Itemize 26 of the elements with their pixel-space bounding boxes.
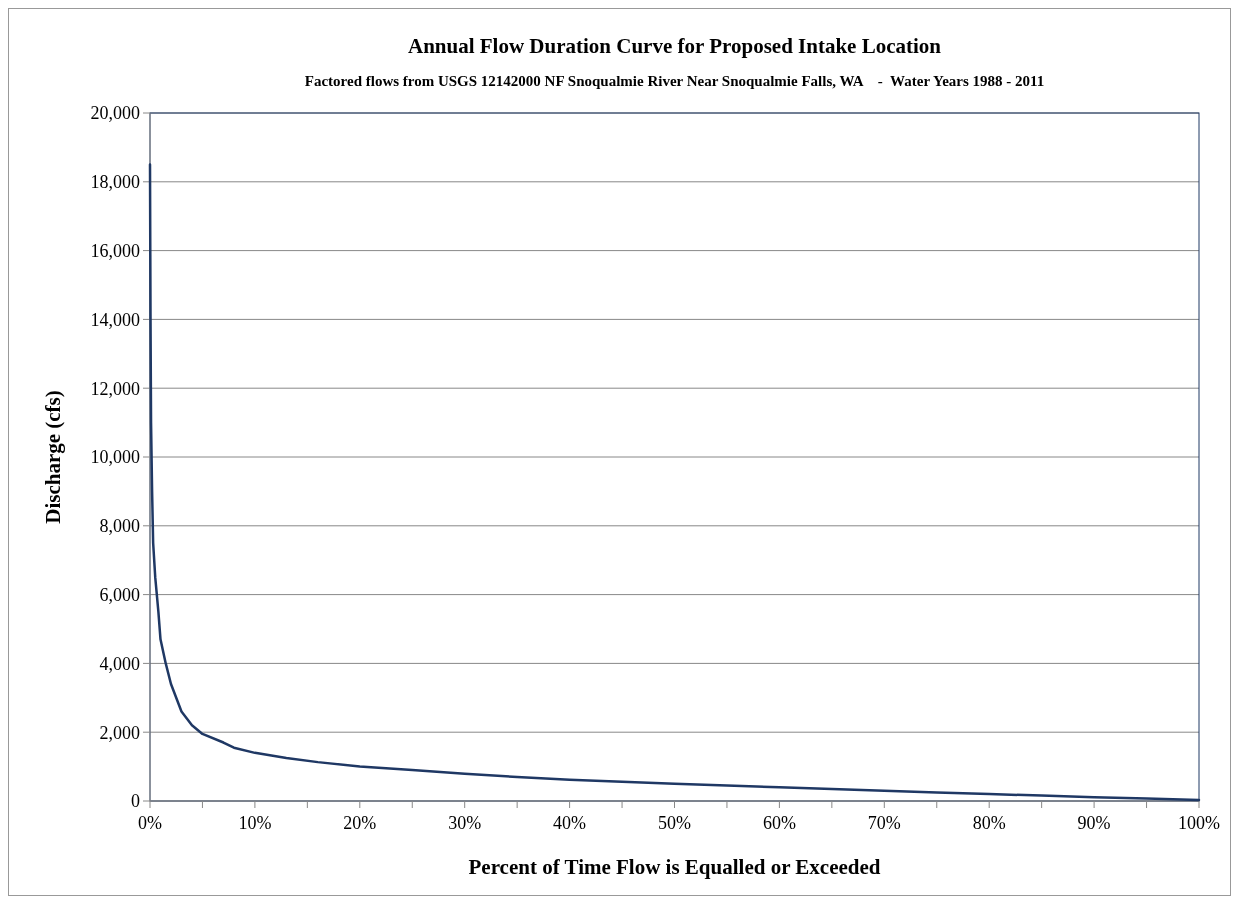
- x-tick-label: 60%: [762, 813, 796, 833]
- y-tick-label: 6,000: [99, 584, 140, 605]
- x-tick-label: 40%: [553, 813, 587, 833]
- x-tick-label: 70%: [867, 813, 901, 833]
- x-tick-label: 90%: [1077, 813, 1111, 833]
- y-tick-label: 0: [131, 791, 140, 812]
- x-tick-label: 20%: [343, 813, 377, 833]
- chart-title: Annual Flow Duration Curve for Proposed Intake Location: [407, 34, 942, 58]
- y-tick-label: 8,000: [99, 516, 140, 537]
- y-tick-label: 18,000: [90, 172, 140, 193]
- x-tick-label: 50%: [658, 813, 691, 833]
- x-tick-label: 0%: [138, 813, 162, 833]
- x-tick-label: 80%: [972, 813, 1006, 833]
- chart-subtitle: Factored flows from USGS 12142000 NF Snoqualmie River Near Snoqualmie Falls, WA - Water Years 1988 - 2011: [304, 73, 1045, 89]
- x-tick-label: 10%: [238, 813, 272, 833]
- y-tick-label: 14,000: [90, 309, 140, 330]
- y-tick-label: 4,000: [99, 653, 140, 674]
- x-tick-label: 100%: [1178, 813, 1220, 833]
- y-tick-label: 10,000: [90, 447, 140, 468]
- y-tick-label: 2,000: [99, 722, 140, 743]
- x-tick-label: 30%: [448, 813, 482, 833]
- x-axis-title: Percent of Time Flow is Equalled or Exceeded: [468, 855, 881, 879]
- y-axis-title: Discharge (cfs): [41, 390, 65, 524]
- y-tick-label: 16,000: [90, 240, 140, 261]
- y-tick-label: 20,000: [90, 103, 140, 124]
- y-tick-label: 12,000: [90, 378, 140, 399]
